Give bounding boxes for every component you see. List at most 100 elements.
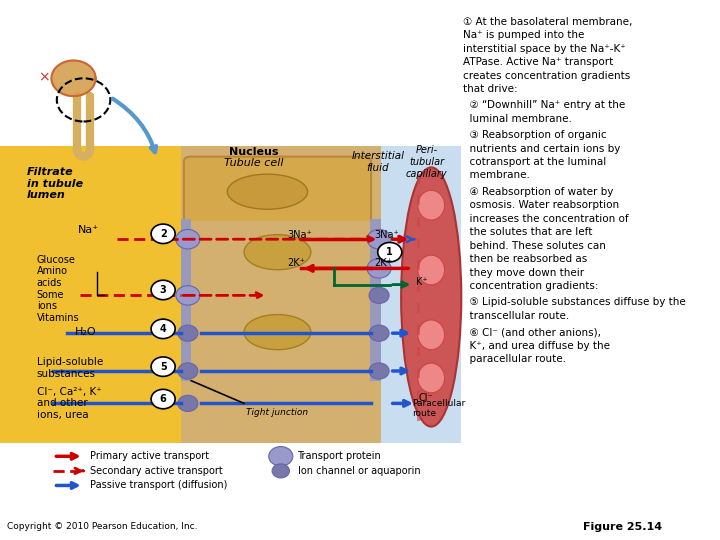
Circle shape (272, 464, 289, 478)
FancyBboxPatch shape (370, 284, 381, 381)
FancyBboxPatch shape (417, 390, 420, 400)
Ellipse shape (244, 234, 311, 270)
Circle shape (378, 242, 402, 262)
FancyBboxPatch shape (417, 260, 420, 270)
Ellipse shape (418, 190, 444, 220)
Text: ATPase. Active Na⁺ transport: ATPase. Active Na⁺ transport (463, 57, 613, 67)
Text: Primary active transport: Primary active transport (90, 451, 210, 461)
Text: Peri-
tubular
capillary: Peri- tubular capillary (406, 145, 447, 179)
Text: the solutes that are left: the solutes that are left (463, 227, 593, 237)
Text: Glucose
Amino
acids
Some
ions
Vitamins: Glucose Amino acids Some ions Vitamins (37, 255, 79, 323)
FancyBboxPatch shape (181, 146, 381, 443)
FancyBboxPatch shape (417, 174, 420, 184)
Text: H₂O: H₂O (75, 327, 96, 336)
Circle shape (178, 363, 198, 379)
Circle shape (369, 363, 389, 379)
FancyBboxPatch shape (417, 411, 420, 421)
Text: Nucleus: Nucleus (229, 147, 279, 157)
Text: increases the concentration of: increases the concentration of (463, 214, 629, 224)
Text: then be reabsorbed as: then be reabsorbed as (463, 254, 588, 264)
Circle shape (367, 230, 391, 249)
Text: Passive transport (diffusion): Passive transport (diffusion) (90, 481, 228, 490)
Circle shape (369, 325, 389, 341)
Text: ② “Downhill” Na⁺ entry at the: ② “Downhill” Na⁺ entry at the (463, 100, 626, 110)
Text: Na⁺: Na⁺ (78, 225, 99, 235)
FancyBboxPatch shape (381, 146, 462, 443)
Circle shape (151, 224, 175, 244)
Text: Secondary active transport: Secondary active transport (90, 466, 223, 476)
Text: 1: 1 (387, 247, 393, 257)
Text: Filtrate
in tubule
lumen: Filtrate in tubule lumen (27, 167, 83, 200)
Ellipse shape (401, 167, 462, 427)
Circle shape (151, 319, 175, 339)
Circle shape (178, 395, 198, 411)
Circle shape (178, 325, 198, 341)
Circle shape (367, 259, 391, 278)
Circle shape (369, 287, 389, 303)
Text: creates concentration gradients: creates concentration gradients (463, 71, 631, 80)
Circle shape (151, 389, 175, 409)
Text: ③ Reabsorption of organic: ③ Reabsorption of organic (463, 130, 607, 140)
FancyBboxPatch shape (417, 368, 420, 378)
Text: Cl⁻, Ca²⁺, K⁺
and other
ions, urea: Cl⁻, Ca²⁺, K⁺ and other ions, urea (37, 387, 102, 420)
FancyBboxPatch shape (181, 284, 192, 381)
Text: 2K⁺: 2K⁺ (374, 258, 392, 268)
Text: behind. These solutes can: behind. These solutes can (463, 241, 606, 251)
FancyBboxPatch shape (181, 219, 192, 284)
FancyBboxPatch shape (417, 239, 420, 248)
Polygon shape (52, 60, 96, 96)
FancyBboxPatch shape (417, 347, 420, 356)
Text: 5: 5 (160, 362, 166, 372)
Text: Interstitial
fluid: Interstitial fluid (351, 151, 404, 173)
Text: K⁺, and urea diffuse by the: K⁺, and urea diffuse by the (463, 341, 611, 350)
Ellipse shape (418, 255, 444, 285)
Ellipse shape (418, 320, 444, 350)
FancyBboxPatch shape (370, 219, 381, 284)
Circle shape (151, 280, 175, 300)
FancyBboxPatch shape (417, 282, 420, 292)
Ellipse shape (244, 314, 311, 350)
FancyBboxPatch shape (417, 195, 420, 205)
Text: Na⁺ is pumped into the: Na⁺ is pumped into the (463, 30, 585, 40)
FancyBboxPatch shape (192, 221, 370, 281)
Text: transcellular route.: transcellular route. (463, 311, 570, 321)
Ellipse shape (418, 363, 444, 393)
FancyBboxPatch shape (417, 217, 420, 227)
FancyBboxPatch shape (417, 325, 420, 335)
FancyBboxPatch shape (184, 157, 371, 224)
Text: that drive:: that drive: (463, 84, 518, 94)
Text: Figure 25.14: Figure 25.14 (582, 522, 662, 531)
Circle shape (151, 357, 175, 376)
Text: 3: 3 (160, 285, 166, 295)
Text: cotransport at the luminal: cotransport at the luminal (463, 157, 606, 167)
FancyBboxPatch shape (192, 286, 370, 378)
Text: 6: 6 (160, 394, 166, 404)
Text: membrane.: membrane. (463, 171, 530, 180)
Text: 2K⁺: 2K⁺ (287, 258, 305, 268)
Circle shape (269, 447, 293, 466)
Text: ⑥ Cl⁻ (and other anions),: ⑥ Cl⁻ (and other anions), (463, 327, 601, 337)
Text: Tight junction: Tight junction (246, 408, 308, 417)
Text: Ion channel or aquaporin: Ion channel or aquaporin (297, 466, 420, 476)
Text: 4: 4 (160, 324, 166, 334)
Text: Transport protein: Transport protein (297, 451, 382, 461)
Text: they move down their: they move down their (463, 268, 585, 278)
Text: Copyright © 2010 Pearson Education, Inc.: Copyright © 2010 Pearson Education, Inc. (6, 522, 197, 531)
Text: osmosis. Water reabsorption: osmosis. Water reabsorption (463, 200, 619, 210)
FancyBboxPatch shape (417, 303, 420, 313)
Text: nutrients and certain ions by: nutrients and certain ions by (463, 144, 621, 153)
Text: 3Na⁺: 3Na⁺ (287, 230, 312, 240)
Text: luminal membrane.: luminal membrane. (463, 114, 572, 124)
Text: Cl⁻: Cl⁻ (418, 393, 433, 403)
Text: 3Na⁺: 3Na⁺ (374, 230, 399, 240)
Text: Paracellular
route: Paracellular route (412, 399, 465, 418)
Text: Lipid-soluble
substances: Lipid-soluble substances (37, 357, 103, 379)
Ellipse shape (228, 174, 307, 209)
Text: Tubule cell: Tubule cell (225, 158, 284, 168)
Text: 2: 2 (160, 229, 166, 239)
Text: ① At the basolateral membrane,: ① At the basolateral membrane, (463, 17, 633, 26)
Text: ④ Reabsorption of water by: ④ Reabsorption of water by (463, 187, 613, 197)
Text: ×: × (37, 70, 49, 84)
FancyBboxPatch shape (0, 146, 181, 443)
Text: interstitial space by the Na⁺-K⁺: interstitial space by the Na⁺-K⁺ (463, 44, 626, 53)
